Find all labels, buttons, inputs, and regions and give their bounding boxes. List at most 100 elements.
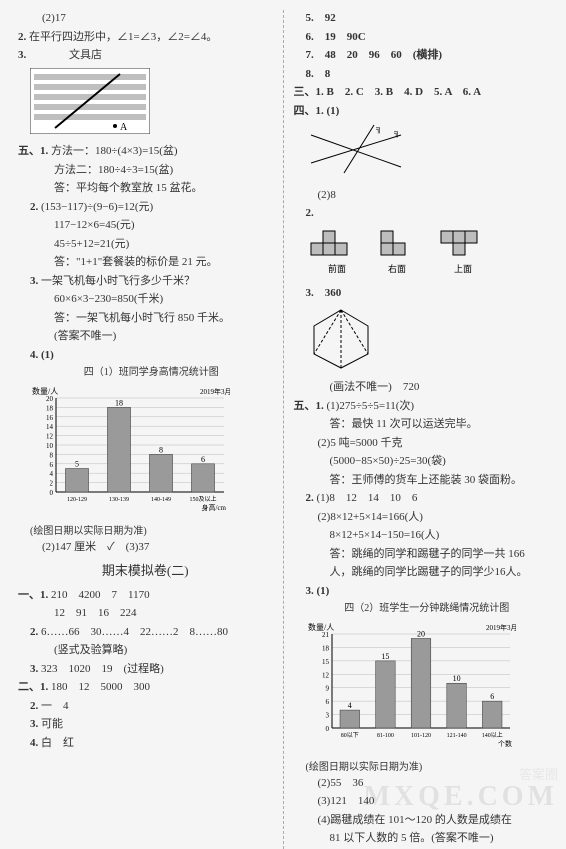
text: 60×6×3−230=850(千米) [18, 291, 273, 308]
svg-text:81-100: 81-100 [376, 733, 393, 739]
text: 一 4 [41, 700, 69, 712]
chart2: 数量/人2019年3月036912151821480以下1581-1002010… [306, 620, 549, 756]
svg-text:前面: 前面 [328, 263, 346, 274]
text: 答：一架飞机每小时飞行 850 千米。 [18, 310, 273, 327]
item: 2. (153−117)÷(9−6)=12(元) [18, 199, 273, 216]
section-3: 三、1. B 2. C 3. B 4. D 5. A 6. A [294, 84, 549, 101]
svg-text:12: 12 [46, 433, 54, 441]
text: (5000−85×50)÷25=30(袋) [294, 453, 549, 470]
svg-text:身高/cm: 身高/cm [202, 503, 227, 512]
svg-text:2019年3月: 2019年3月 [486, 623, 516, 632]
section-2: 二、1. 180 12 5000 300 [18, 679, 273, 696]
svg-text:20: 20 [417, 629, 425, 638]
store-diagram: A [30, 68, 273, 140]
svg-text:6: 6 [325, 698, 329, 706]
svg-text:21: 21 [322, 631, 330, 639]
item: 4. 白 红 [18, 735, 273, 752]
text: 12 91 16 224 [18, 605, 273, 622]
svg-text:6: 6 [490, 692, 494, 701]
svg-text:120-129: 120-129 [67, 497, 87, 503]
text: (2)8×12+5×14=166(人) [294, 509, 549, 526]
svg-text:15: 15 [381, 652, 389, 661]
text: 323 1020 19 (过程略) [41, 663, 164, 675]
svg-text:80以下: 80以下 [340, 732, 358, 739]
svg-text:150及以上: 150及以上 [189, 495, 216, 503]
text: 答：王师傅的货车上还能装 30 袋面粉。 [294, 472, 549, 489]
text: 白 红 [41, 737, 74, 749]
page-two-column: (2)17 2. 在平行四边形中，∠1=∠3，∠2=∠4。 3. 文具店 A [0, 0, 566, 849]
three-views: 前面 右面 上面 [306, 226, 549, 282]
svg-text:3: 3 [325, 712, 329, 720]
section-5: 五、1. 方法一：180÷(4×3)=15(盆) [18, 143, 273, 160]
svg-text:130-139: 130-139 [109, 497, 129, 503]
text: 方法二：180÷4÷3=15(盆) [18, 162, 273, 179]
item: 2. [294, 205, 549, 222]
svg-text:4: 4 [347, 701, 351, 710]
svg-text:0: 0 [325, 725, 329, 733]
text: (竖式及验算略) [18, 642, 273, 659]
label: 4. [30, 737, 38, 749]
label: 一、1. [18, 589, 48, 601]
label: 3. [30, 275, 38, 287]
paper-title: 期末模拟卷(二) [18, 561, 273, 581]
section-1: 一、1. 210 4200 7 1170 [18, 587, 273, 604]
svg-text:18: 18 [322, 644, 330, 652]
item-3: 3. 文具店 [18, 47, 273, 64]
svg-text:╗: ╗ [394, 128, 400, 138]
text: 方法一：180÷(4×3)=15(盆) [51, 145, 178, 157]
chart1-title: 四（1）班同学身高情况统计图 [18, 365, 273, 380]
text: (画法不唯一) 720 [294, 379, 549, 396]
label: 2. [30, 626, 38, 638]
label: 五、1. [18, 145, 48, 157]
text: (2)55 36 [294, 775, 549, 792]
label: 3. [18, 49, 26, 61]
svg-text:18: 18 [46, 404, 54, 412]
item: 2. 6……66 30……4 22……2 8……80 [18, 624, 273, 641]
text: (3)121 140 [294, 793, 549, 810]
svg-text:14: 14 [46, 423, 54, 431]
svg-text:4: 4 [50, 470, 54, 478]
svg-text:A: A [120, 122, 128, 133]
text: 210 4200 7 1170 [51, 589, 150, 601]
item: 3. 一架飞机每小时飞行多少千米？ [18, 273, 273, 290]
item: 3. 可能 [18, 716, 273, 733]
label: 3. [30, 663, 38, 675]
text: 7. 48 20 96 60 (横排) [294, 47, 549, 64]
text: (1)275÷5÷5=11(次) [327, 400, 415, 412]
lines-diagram: ╗ ╗ [306, 123, 549, 183]
svg-text:10: 10 [452, 674, 460, 683]
chart2-title: 四（2）班学生一分钟跳绳情况统计图 [294, 601, 549, 616]
text: (答案不唯一) [18, 328, 273, 345]
svg-text:10: 10 [46, 442, 54, 450]
text: 81 以下人数的 5 倍。(答案不唯一) [294, 830, 549, 847]
svg-text:6: 6 [201, 455, 205, 464]
text: 117−12×6=45(元) [18, 217, 273, 234]
item: 3. (1) [294, 583, 549, 600]
text: 答：平均每个教室放 15 盆花。 [18, 180, 273, 197]
text: (2)17 [18, 10, 273, 27]
text: 答："1+1"套餐装的标价是 21 元。 [18, 254, 273, 271]
svg-text:6: 6 [50, 461, 54, 469]
text: (2)5 吨=5000 千克 [294, 435, 549, 452]
text: 在平行四边形中，∠1=∠3，∠2=∠4。 [29, 31, 217, 43]
chart1: 数量/人2019年3月024681012141618205120-1291813… [30, 384, 273, 520]
text: 45÷5+12=21(元) [18, 236, 273, 253]
hexagon-diagram [306, 306, 549, 376]
svg-text:8: 8 [50, 451, 54, 459]
column-divider [283, 10, 284, 849]
section-5r: 五、1. (1)275÷5÷5=11(次) [294, 398, 549, 415]
svg-text:121-140: 121-140 [446, 733, 466, 739]
svg-text:9: 9 [325, 685, 329, 693]
svg-text:╗: ╗ [376, 124, 382, 134]
svg-text:右面: 右面 [388, 263, 406, 274]
item: 2. (1)8 12 14 10 6 [294, 490, 549, 507]
text: 可能 [41, 718, 63, 730]
label: 2. [18, 31, 26, 43]
svg-text:140-149: 140-149 [151, 497, 171, 503]
text: (2)147 厘米 ✓ (3)37 [18, 539, 273, 556]
text: 8×12+5×14−150=16(人) [294, 527, 549, 544]
text: (153−117)÷(9−6)=12(元) [41, 201, 153, 213]
text: (4)踢毽成绩在 101～120 的人数是成绩在 [294, 812, 549, 829]
text: 6……66 30……4 22……2 8……80 [41, 626, 228, 638]
item-4: 4. (1) [18, 347, 273, 364]
